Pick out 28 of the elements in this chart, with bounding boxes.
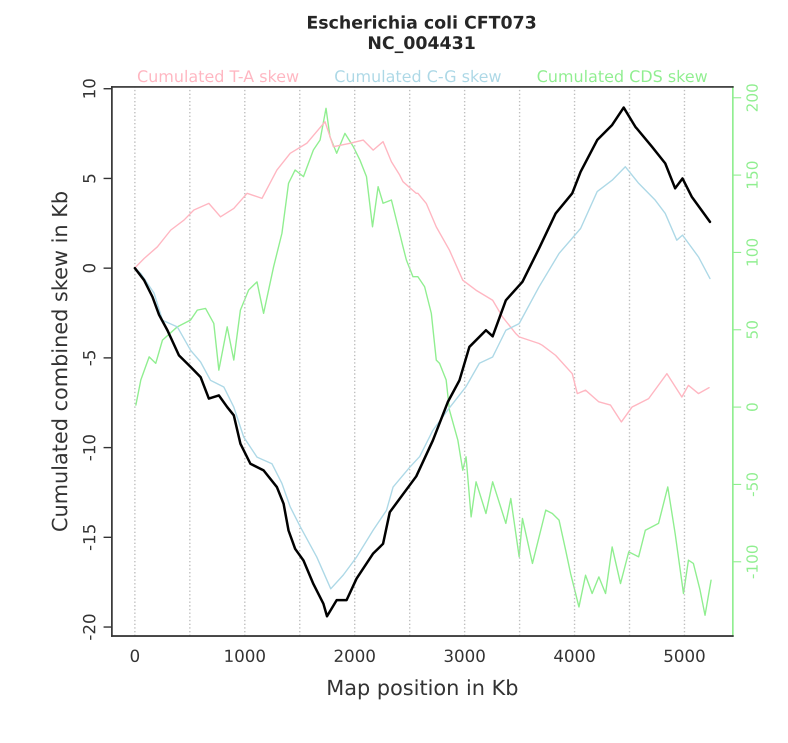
x-tick-label: 2000 — [334, 649, 375, 662]
y-tick-label: 5 — [83, 174, 96, 182]
x-tick-label: 1000 — [225, 649, 265, 662]
y-tick-label: -10 — [82, 435, 96, 460]
y-tick-label: 0 — [82, 264, 96, 272]
chart-subtitle: NC_004431 — [368, 36, 475, 54]
y2-tick-label: -100 — [746, 545, 758, 578]
y-axis-title: Cumulated combined skew in Kb — [51, 192, 68, 531]
y-tick-label: 10 — [82, 79, 96, 98]
text: Cumulated T-A skew — [138, 70, 298, 82]
y-tick-label: -15 — [83, 525, 96, 550]
y-tick-label: -20 — [82, 614, 96, 640]
y2-tick-label: 50 — [746, 321, 758, 338]
x-tick-label: 4000 — [554, 649, 595, 662]
x-axis-title: Map position in Kb — [328, 679, 518, 700]
y2-tick-label: 0 — [746, 403, 758, 411]
y2-tick-label: -50 — [746, 472, 758, 496]
x-tick-label: 3000 — [444, 649, 485, 662]
y2-tick-label: 200 — [746, 84, 758, 112]
x-tick-label: 0 — [130, 649, 140, 662]
chart-title: Escherichia coli CFT073 — [308, 15, 536, 29]
text: Cumulated C-G skew — [335, 70, 501, 82]
line-series — [134, 121, 710, 423]
text: Cumulated CDS skew — [538, 70, 708, 82]
y2-tick-label: 150 — [746, 162, 758, 188]
x-tick-label: 5000 — [664, 649, 705, 662]
y2-tick-label: 100 — [746, 238, 758, 266]
y-tick-label: -5 — [83, 351, 96, 366]
